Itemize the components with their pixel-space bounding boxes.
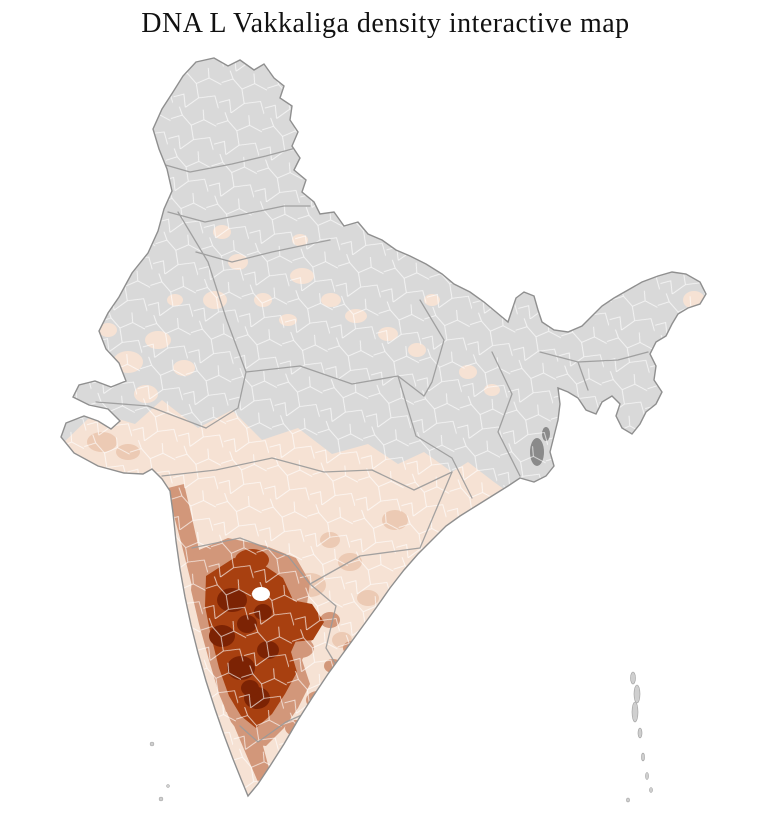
state-borders [95, 147, 649, 743]
lakshadweep-islands[interactable] [149, 741, 170, 802]
page-title: DNA L Vakkaliga density interactive map [141, 8, 630, 39]
andaman-islands[interactable] [626, 671, 653, 803]
